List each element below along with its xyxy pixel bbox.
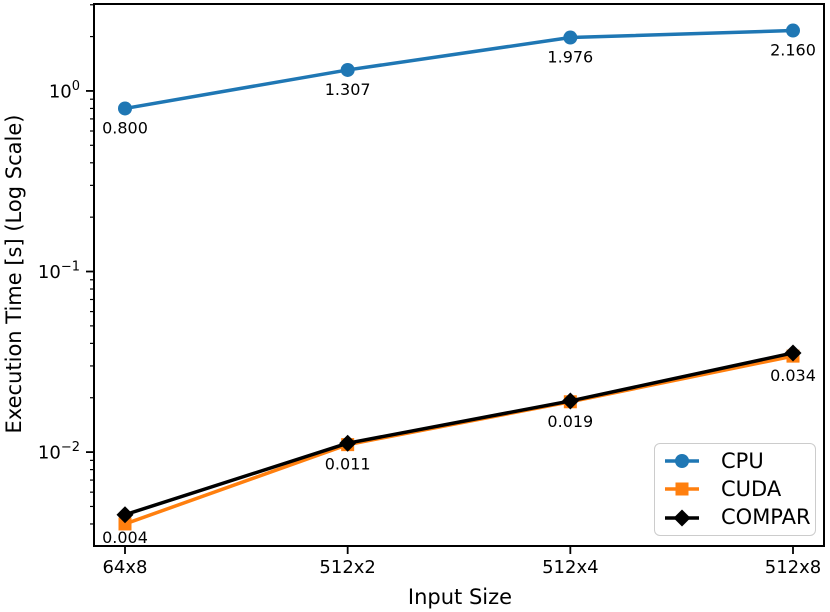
cpu-point-label: 0.800 bbox=[102, 118, 148, 137]
x-ticks: 64x8 512x2 512x4 512x8 bbox=[102, 546, 821, 578]
y-axis-title: Execution Time [s] (Log Scale) bbox=[2, 114, 26, 434]
y-tick-label: 100 bbox=[49, 79, 80, 103]
cpu-series: 0.800 1.307 1.976 2.160 bbox=[102, 23, 816, 137]
legend-item-compar: COMPAR bbox=[663, 504, 811, 532]
legend-item-cuda: CUDA bbox=[663, 475, 807, 503]
compar-series bbox=[116, 344, 802, 524]
cuda-point-label: 0.034 bbox=[770, 366, 816, 385]
cuda-point-label: 0.011 bbox=[325, 455, 371, 474]
y-tick-label: 10−1 bbox=[38, 260, 80, 284]
compar-marker bbox=[561, 392, 579, 410]
cpu-point-label: 1.976 bbox=[547, 48, 593, 67]
x-tick-label: 512x2 bbox=[319, 557, 375, 578]
cpu-marker bbox=[786, 23, 800, 38]
y-major-ticks: 100 10−1 10−2 bbox=[38, 79, 94, 464]
y-tick-label: 10−2 bbox=[38, 440, 80, 464]
legend-label-cuda: CUDA bbox=[721, 476, 782, 501]
cpu-legend-marker bbox=[675, 454, 689, 469]
compar-marker bbox=[116, 506, 134, 524]
compar-series-line bbox=[123, 351, 795, 517]
cuda-line-marker-icon bbox=[665, 482, 699, 496]
axes-spines bbox=[93, 3, 825, 547]
legend-label-cpu: CPU bbox=[721, 448, 764, 473]
cpu-marker bbox=[563, 30, 578, 45]
cpu-line-marker-icon bbox=[665, 454, 699, 469]
compar-legend-marker bbox=[673, 509, 691, 527]
cpu-series-line bbox=[123, 28, 795, 111]
compar-marker bbox=[784, 344, 802, 362]
cpu-point-label: 2.160 bbox=[770, 41, 816, 60]
cuda-marker bbox=[118, 517, 132, 531]
legend-label-compar: COMPAR bbox=[721, 505, 811, 530]
cuda-point-label: 0.019 bbox=[547, 412, 593, 431]
compar-marker bbox=[339, 434, 357, 452]
cuda-legend-marker bbox=[675, 482, 689, 496]
x-tick-label: 512x4 bbox=[542, 557, 598, 578]
legend-item-cpu: CPU bbox=[663, 447, 807, 475]
x-tick-label: 512x8 bbox=[765, 557, 821, 578]
x-axis-title: Input Size bbox=[407, 585, 513, 609]
cuda-point-label: 0.004 bbox=[102, 528, 148, 547]
compar-line-marker-icon bbox=[665, 509, 699, 527]
cpu-point-label: 1.307 bbox=[325, 80, 371, 99]
cpu-marker bbox=[340, 62, 355, 77]
x-tick-label: 64x8 bbox=[102, 557, 147, 578]
cpu-marker bbox=[118, 101, 132, 116]
legend: CPU CUDA COMPAR bbox=[654, 443, 816, 536]
